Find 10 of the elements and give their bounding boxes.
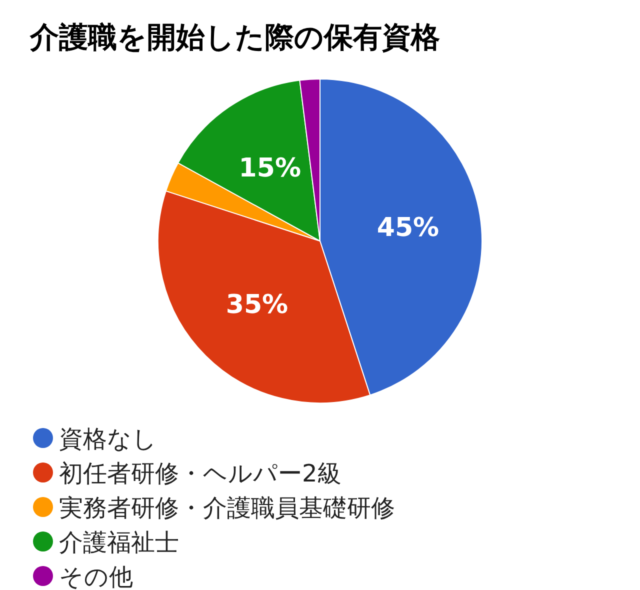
legend-label: 資格なし (59, 425, 157, 453)
chart-title: 介護職を開始した際の保有資格 (29, 20, 440, 54)
legend-label: 初任者研修・ヘルパー2級 (59, 460, 342, 488)
pie: 45% 35% 15% (158, 78, 482, 404)
data-label: 35% (226, 290, 288, 320)
data-label: 15% (238, 153, 302, 184)
legend-label: 介護福祉士 (59, 528, 179, 556)
legend-label: その他 (59, 563, 133, 590)
data-label: 45% (376, 213, 440, 244)
legend-label: 実務者研修・介護職員基礎研修 (59, 494, 395, 522)
